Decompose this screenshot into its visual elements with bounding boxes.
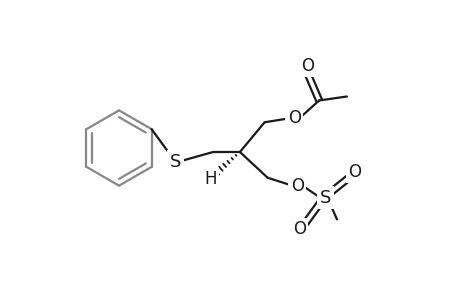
- Text: S: S: [319, 189, 330, 207]
- Text: O: O: [290, 177, 303, 195]
- Text: O: O: [287, 109, 300, 127]
- Text: O: O: [347, 163, 361, 181]
- Text: O: O: [300, 57, 313, 75]
- Text: O: O: [292, 220, 305, 238]
- Text: S: S: [169, 153, 181, 171]
- Text: H: H: [203, 170, 216, 188]
